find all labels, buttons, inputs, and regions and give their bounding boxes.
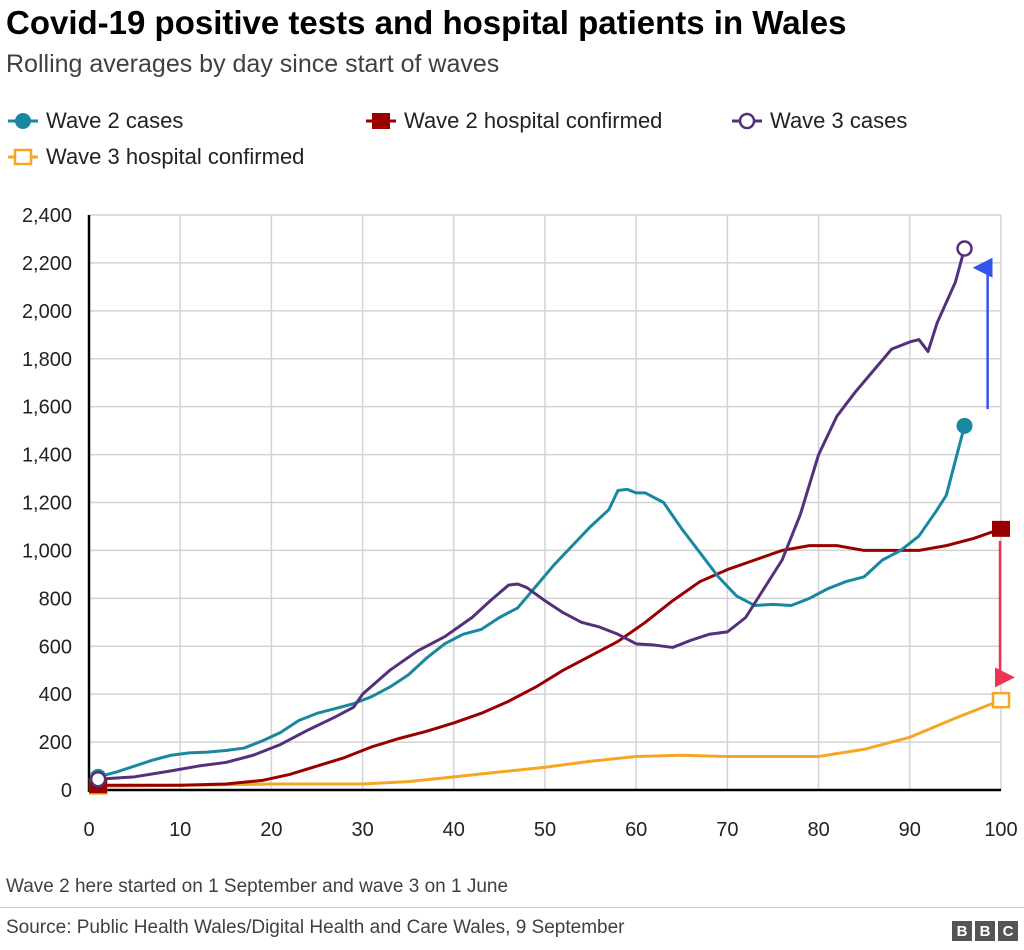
x-tick-label: 20 — [260, 819, 282, 841]
y-tick-label: 200 — [39, 732, 72, 754]
line-chart: 02004006008001,0001,2001,4001,6001,8002,… — [22, 205, 1018, 841]
x-tick-label: 40 — [443, 819, 465, 841]
series-wave-3-cases — [89, 240, 973, 788]
y-tick-label: 400 — [39, 684, 72, 706]
series-wave-2-hospital-confirmed — [89, 520, 1010, 794]
legend-label: Wave 3 cases — [770, 108, 908, 133]
chart-subtitle: Rolling averages by day since start of w… — [6, 50, 500, 78]
series-wave-3-hospital-confirmed — [88, 691, 1011, 795]
series-line — [97, 425, 966, 779]
start-marker — [89, 770, 107, 788]
source-note: Source: Public Health Wales/Digital Heal… — [6, 917, 625, 938]
legend-marker-icon — [8, 113, 38, 129]
y-tick-label: 1,600 — [22, 397, 72, 419]
series-wave-2-cases — [90, 417, 973, 785]
y-tick-label: 1,000 — [22, 540, 72, 562]
x-tick-label: 70 — [716, 819, 738, 841]
y-tick-label: 600 — [39, 636, 72, 658]
legend-marker — [13, 148, 33, 166]
y-tick-label: 800 — [39, 588, 72, 610]
end-marker — [956, 240, 973, 257]
end-marker — [992, 520, 1010, 537]
y-tick-label: 2,000 — [22, 301, 72, 323]
y-tick-label: 2,400 — [22, 205, 72, 227]
legend-item: Wave 3 cases — [732, 108, 907, 134]
x-tick-label: 0 — [83, 819, 94, 841]
y-tick-label: 0 — [61, 780, 72, 802]
y-tick-label: 2,200 — [22, 253, 72, 275]
x-tick-label: 10 — [169, 819, 191, 841]
legend-label: Wave 3 hospital confirmed — [46, 144, 305, 169]
chart-title: Covid-19 positive tests and hospital pat… — [6, 4, 847, 41]
legend-marker — [372, 113, 390, 129]
legend-item: Wave 3 hospital confirmed — [8, 144, 304, 170]
end-marker — [956, 417, 973, 434]
series-line — [98, 698, 1002, 788]
series-line — [98, 248, 966, 781]
series-line — [98, 527, 1002, 787]
legend-item: Wave 2 hospital confirmed — [366, 108, 662, 134]
legend-marker-icon — [732, 112, 762, 130]
legend-marker — [15, 113, 31, 129]
y-tick-label: 1,800 — [22, 349, 72, 371]
x-tick-label: 30 — [351, 819, 373, 841]
y-tick-label: 1,400 — [22, 445, 72, 467]
legend-marker-icon — [366, 113, 396, 129]
x-tick-label: 60 — [625, 819, 647, 841]
x-tick-label: 50 — [534, 819, 556, 841]
y-tick-label: 1,200 — [22, 493, 72, 515]
x-tick-label: 90 — [899, 819, 921, 841]
legend-label: Wave 2 hospital confirmed — [404, 108, 663, 133]
footnote: Wave 2 here started on 1 September and w… — [6, 876, 509, 897]
legend-marker-icon — [8, 148, 38, 166]
legend-item: Wave 2 cases — [8, 108, 183, 134]
legend-label: Wave 2 cases — [46, 108, 184, 133]
legend-marker — [738, 112, 756, 130]
x-tick-label: 80 — [807, 819, 829, 841]
divider — [0, 907, 1024, 908]
end-marker — [991, 691, 1011, 709]
x-tick-label: 100 — [984, 819, 1017, 841]
